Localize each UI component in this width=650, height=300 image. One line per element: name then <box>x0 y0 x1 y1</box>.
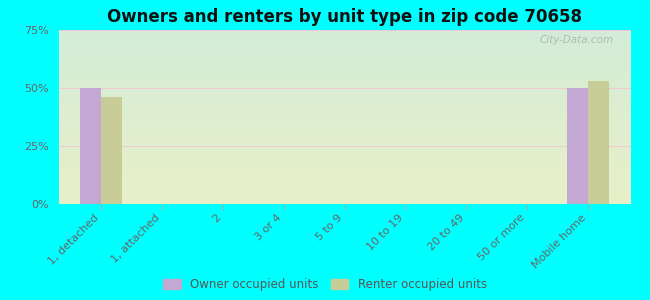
Bar <box>80 88 101 204</box>
Bar <box>588 81 609 204</box>
Legend: Owner occupied units, Renter occupied units: Owner occupied units, Renter occupied un… <box>163 278 487 291</box>
Title: Owners and renters by unit type in zip code 70658: Owners and renters by unit type in zip c… <box>107 8 582 26</box>
Text: City-Data.com: City-Data.com <box>540 35 614 45</box>
Bar <box>101 97 122 204</box>
Bar <box>567 88 588 204</box>
